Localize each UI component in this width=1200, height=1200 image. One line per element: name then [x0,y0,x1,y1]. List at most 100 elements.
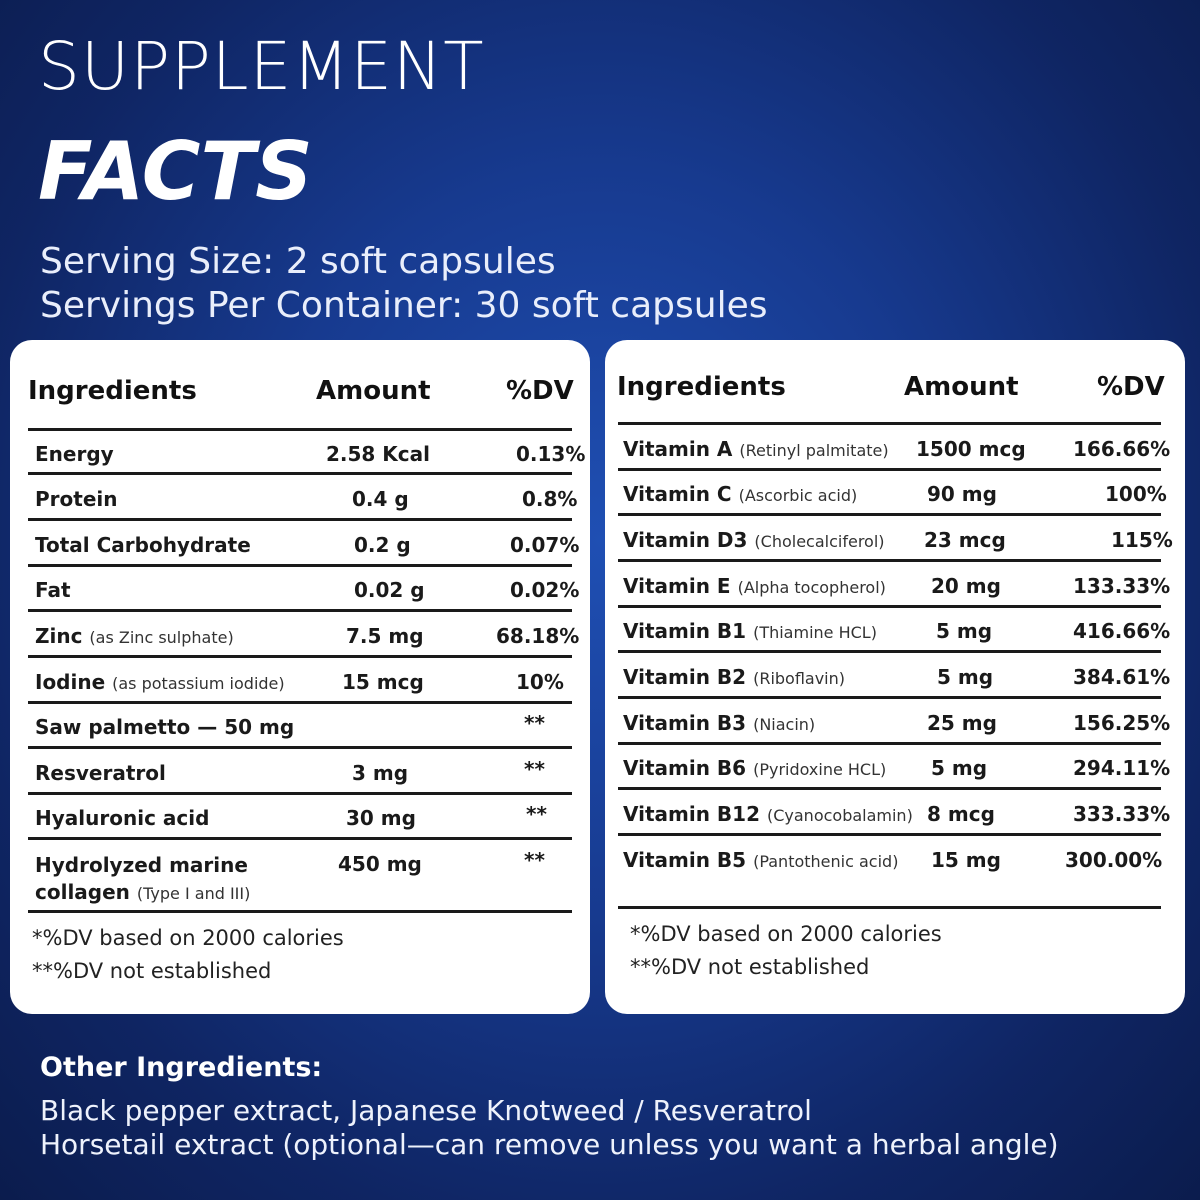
row-dv: 333.33% [1073,802,1171,826]
right-header-rule [618,422,1161,425]
row-rule [28,609,572,612]
row-amount: 5 mg [937,665,994,689]
row-amount: 15 mg [931,848,1001,872]
row-rule [618,787,1161,790]
servings-per-container: Servings Per Container: 30 soft capsules [40,285,768,326]
row-subtext: (Cyanocobalamin) [766,806,913,825]
row-name: Vitamin B6 (Pyridoxine HCL) [623,756,887,780]
row-subtext: (Cholecalciferol) [754,532,885,551]
row-rule [618,906,1161,909]
row-name: Vitamin D3 (Cholecalciferol) [623,528,885,552]
row-amount: 5 mg [936,619,993,643]
row-dv: 0.02% [510,578,580,602]
row-name: Total Carbohydrate [35,533,251,557]
row-name: Hydrolyzed marine collagen (Type I and I… [35,853,251,904]
row-dv: 166.66% [1073,437,1171,461]
row-name: Vitamin C (Ascorbic acid) [623,482,858,506]
row-rule [28,655,572,658]
row-name: Fat [35,578,71,602]
row-rule [618,605,1161,608]
row-rule [28,910,572,913]
row-rule [618,513,1161,516]
row-dv: 300.00% [1065,848,1163,872]
row-name: Zinc (as Zinc sulphate) [35,624,234,648]
row-name: Vitamin B12 (Cyanocobalamin) [623,802,913,826]
title-supplement: SUPPLEMENT [38,28,485,105]
row-name: Vitamin B2 (Riboflavin) [623,665,846,689]
row-amount: 1500 mcg [916,437,1026,461]
row-name: Saw palmetto — 50 mg [35,715,295,739]
row-subtext: (Pyridoxine HCL) [753,760,887,779]
row-dv: 0.8% [522,487,578,511]
row-dv: 100% [1105,482,1167,506]
row-name: Energy [35,442,114,466]
footnote-dv-calories: *%DV based on 2000 calories [32,926,344,950]
row-rule [28,746,572,749]
right-facts-card: Ingredients Amount %DV Vitamin A (Retiny… [605,340,1185,1014]
row-subtext: (as potassium iodide) [112,674,285,693]
footnote-dv-calories: *%DV based on 2000 calories [630,922,942,946]
row-dv: 133.33% [1073,574,1171,598]
row-dv: 10% [516,670,564,694]
row-amount: 23 mcg [924,528,1006,552]
other-ingredients-line-1: Black pepper extract, Japanese Knotweed … [40,1094,812,1127]
row-amount: 2.58 Kcal [326,442,431,466]
row-dv: ** [524,848,545,872]
right-header-ingredients: Ingredients [617,372,786,402]
row-amount: 20 mg [931,574,1001,598]
other-ingredients-line-2: Horsetail extract (optional—can remove u… [40,1128,1059,1161]
row-name: Hyaluronic acid [35,806,210,830]
row-name: Vitamin B1 (Thiamine HCL) [623,619,877,643]
row-name: Vitamin B5 (Pantothenic acid) [623,848,899,872]
row-amount: 3 mg [352,761,409,785]
row-amount: 0.02 g [354,578,425,602]
left-header-dv: %DV [506,376,574,406]
row-amount: 0.2 g [354,533,411,557]
row-rule [28,472,572,475]
row-amount: 25 mg [927,711,997,735]
row-name: Protein [35,487,118,511]
row-dv: 156.25% [1073,711,1171,735]
row-amount: 90 mg [927,482,997,506]
row-subtext: (as Zinc sulphate) [89,628,234,647]
right-header-dv: %DV [1097,372,1165,402]
row-dv: ** [526,802,547,826]
row-rule [28,837,572,840]
row-subtext: (Riboflavin) [753,669,846,688]
row-amount: 15 mcg [342,670,424,694]
row-dv: 416.66% [1073,619,1171,643]
row-subtext: (Ascorbic acid) [738,486,858,505]
row-subtext: (Pantothenic acid) [753,852,899,871]
footnote-dv-not-established: **%DV not established [630,955,870,979]
row-dv: 384.61% [1073,665,1171,689]
row-amount: 0.4 g [352,487,409,511]
row-rule [618,468,1161,471]
row-amount: 30 mg [346,806,416,830]
row-subtext: (Retinyl palmitate) [739,441,889,460]
left-header-rule [28,428,572,431]
row-rule [618,650,1161,653]
row-dv: 0.07% [510,533,580,557]
row-name: Vitamin E (Alpha tocopherol) [623,574,886,598]
row-amount: 5 mg [931,756,988,780]
right-header-amount: Amount [904,372,1019,402]
row-subtext: (Niacin) [753,715,816,734]
row-rule [28,518,572,521]
title-facts: FACTS [38,125,313,218]
row-rule [28,701,572,704]
row-name: Vitamin B3 (Niacin) [623,711,816,735]
row-dv: 68.18% [496,624,580,648]
row-rule [28,792,572,795]
row-subtext: (Thiamine HCL) [753,623,877,642]
serving-size: Serving Size: 2 soft capsules [40,241,556,282]
row-rule [618,559,1161,562]
left-facts-card: Ingredients Amount %DV Energy 2.58 Kcal … [10,340,590,1014]
row-dv: 0.13% [516,442,586,466]
row-dv: 115% [1111,528,1173,552]
row-name: Resveratrol [35,761,166,785]
row-subtext: (Alpha tocopherol) [737,578,886,597]
serving-info: Serving Size: 2 soft capsules Servings P… [40,240,767,328]
row-amount: 8 mcg [927,802,995,826]
row-dv: ** [524,711,545,735]
row-rule [618,833,1161,836]
